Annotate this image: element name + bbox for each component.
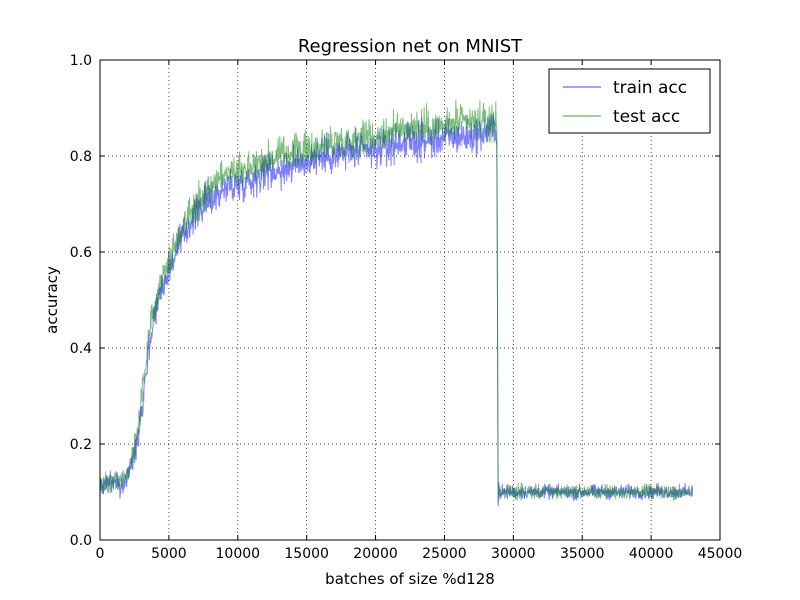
series-layer <box>100 99 693 507</box>
legend: train acc test acc <box>548 68 711 134</box>
y-tick-label: 1.0 <box>70 53 92 69</box>
axis-ticks: 0 5000 10000 15000 20000 25000 30000 35000 40000… <box>70 53 743 562</box>
y-tick-label: 0.0 <box>70 533 92 549</box>
legend-label-test-acc: test acc <box>613 107 680 127</box>
plot-frame <box>99 59 721 541</box>
x-tick-label: 40000 <box>629 546 674 562</box>
y-tick-label: 0.6 <box>70 245 92 261</box>
x-axis-label: batches of size %d128 <box>325 570 495 588</box>
y-tick-label: 0.8 <box>70 149 92 165</box>
x-tick-label: 35000 <box>560 546 605 562</box>
legend-box <box>548 68 711 134</box>
x-tick-label: 20000 <box>353 546 398 562</box>
x-tick-label: 0 <box>96 546 105 562</box>
y-tick-label: 0.2 <box>70 437 92 453</box>
legend-label-train-acc: train acc <box>613 78 687 98</box>
x-tick-label: 15000 <box>284 546 329 562</box>
plot-area <box>100 99 693 507</box>
x-tick-label: 45000 <box>698 546 743 562</box>
x-tick-label: 5000 <box>151 546 187 562</box>
x-tick-label: 25000 <box>422 546 467 562</box>
y-axis-label: accuracy <box>43 266 61 334</box>
x-tick-label: 10000 <box>216 546 261 562</box>
y-tick-label: 0.4 <box>70 341 92 357</box>
chart-title: Regression net on MNIST <box>298 36 523 57</box>
series-line-test-acc <box>100 99 693 504</box>
x-tick-label: 30000 <box>491 546 536 562</box>
series-line-train-acc <box>100 113 693 507</box>
